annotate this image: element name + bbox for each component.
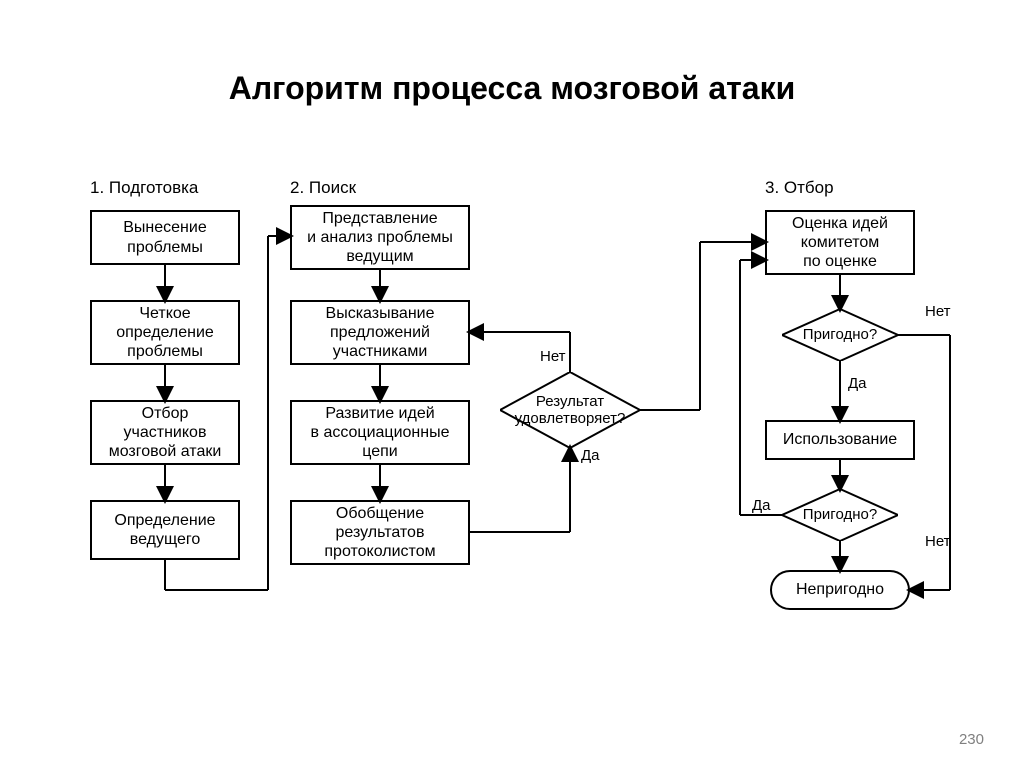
decision-fit-2: Пригодно? <box>782 489 898 541</box>
node-leader: Определениеведущего <box>90 500 240 560</box>
slide-number: 230 <box>959 731 984 748</box>
decision-fit-1-label: Пригодно? <box>782 309 898 361</box>
edge-no-3: Нет <box>925 533 951 550</box>
node-participants: Отборучастниковмозговой атаки <box>90 400 240 465</box>
node-present-problem: Представлениеи анализ проблемыведущим <box>290 205 470 270</box>
edge-yes-3: Да <box>752 497 771 514</box>
phase-2-label: 2. Поиск <box>290 178 356 198</box>
node-summarize: Обобщениерезультатовпротоколистом <box>290 500 470 565</box>
node-use: Использование <box>765 420 915 460</box>
edge-yes-1: Да <box>581 447 600 464</box>
node-unfit: Непригодно <box>770 570 910 610</box>
node-problem-raise: Вынесениепроблемы <box>90 210 240 265</box>
flowchart-page: Алгоритм процесса мозговой атаки 1. Подг… <box>0 0 1024 768</box>
node-evaluate: Оценка идейкомитетомпо оценке <box>765 210 915 275</box>
node-problem-define: Четкоеопределениепроблемы <box>90 300 240 365</box>
edge-no-2: Нет <box>925 303 951 320</box>
decision-satisfies-label: Результатудовлетворяет? <box>500 372 640 448</box>
phase-1-label: 1. Подготовка <box>90 178 198 198</box>
edge-yes-2: Да <box>848 375 867 392</box>
decision-fit-2-label: Пригодно? <box>782 489 898 541</box>
page-title: Алгоритм процесса мозговой атаки <box>0 70 1024 107</box>
decision-fit-1: Пригодно? <box>782 309 898 361</box>
phase-3-label: 3. Отбор <box>765 178 834 198</box>
node-suggestions: Высказываниепредложенийучастниками <box>290 300 470 365</box>
decision-satisfies: Результатудовлетворяет? <box>500 372 640 448</box>
node-assoc-chains: Развитие идейв ассоциационныецепи <box>290 400 470 465</box>
edge-no-1: Нет <box>540 348 566 365</box>
